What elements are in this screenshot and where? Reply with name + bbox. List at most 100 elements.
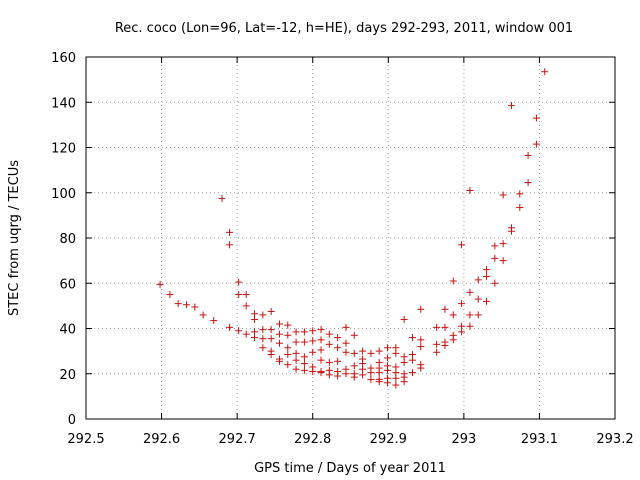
data-point (466, 186, 474, 194)
data-point (458, 241, 466, 249)
data-point (235, 278, 243, 286)
data-point (367, 375, 375, 383)
data-point (284, 361, 292, 369)
data-point (441, 341, 449, 349)
data-point (359, 347, 367, 355)
data-point (275, 330, 283, 338)
y-tick-label: 40 (59, 323, 76, 338)
data-point (433, 340, 441, 348)
data-point (350, 362, 358, 370)
data-point (433, 323, 441, 331)
data-point (226, 241, 234, 249)
data-point (417, 343, 425, 351)
x-tick-label: 292.7 (219, 432, 256, 447)
data-point (251, 315, 259, 323)
data-point (259, 335, 267, 343)
data-point (458, 328, 466, 336)
data-point (317, 336, 325, 344)
data-point (284, 321, 292, 329)
data-point (226, 323, 234, 331)
data-point (507, 227, 515, 235)
x-tick-label: 292.9 (370, 432, 407, 447)
x-tick-label: 293.1 (521, 432, 558, 447)
data-point (251, 334, 259, 342)
data-point (433, 348, 441, 356)
data-point (400, 378, 408, 386)
data-point (417, 336, 425, 344)
x-tick-label: 293 (451, 432, 476, 447)
data-point (466, 322, 474, 330)
data-point (342, 370, 350, 378)
data-point (174, 300, 182, 308)
data-point (275, 339, 283, 347)
data-point (499, 240, 507, 248)
data-point (408, 356, 416, 364)
x-axis-label: GPS time / Days of year 2011 (254, 461, 446, 476)
data-point (334, 357, 342, 365)
data-point (292, 356, 300, 364)
x-tick-labels: 292.5 292.6 292.7 292.8 292.9 293 293.1 293.2 (67, 432, 633, 447)
data-point (417, 305, 425, 313)
data-point (507, 102, 515, 110)
data-points (156, 68, 549, 389)
data-point (483, 297, 491, 305)
data-point (499, 191, 507, 199)
data-point (242, 302, 250, 310)
data-point (267, 351, 275, 359)
data-point (267, 335, 275, 343)
data-point (309, 367, 317, 375)
data-point (417, 364, 425, 372)
data-point (183, 301, 191, 309)
x-tick-label: 292.8 (294, 432, 331, 447)
data-point (325, 340, 333, 348)
data-point (334, 344, 342, 352)
y-tick-label: 140 (51, 96, 76, 111)
data-point (226, 228, 234, 236)
y-tick-label: 0 (68, 413, 76, 428)
data-point (350, 331, 358, 339)
data-point (259, 326, 267, 334)
data-point (350, 373, 358, 381)
data-point (491, 254, 499, 262)
data-point (441, 305, 449, 313)
data-point (292, 365, 300, 373)
data-point (275, 357, 283, 365)
data-point (516, 190, 524, 198)
data-point (384, 354, 392, 362)
data-point (408, 369, 416, 377)
data-point (342, 339, 350, 347)
data-point (317, 356, 325, 364)
data-point (235, 327, 243, 335)
data-point (474, 311, 482, 319)
data-point (300, 360, 308, 368)
data-point (532, 114, 540, 122)
plot-frame (85, 56, 616, 420)
data-point (524, 151, 532, 159)
data-point (466, 288, 474, 296)
data-point (449, 311, 457, 319)
data-point (259, 311, 267, 319)
data-point (317, 369, 325, 377)
data-point (367, 349, 375, 357)
y-tick-label: 80 (59, 232, 76, 247)
data-point (300, 353, 308, 361)
data-point (275, 320, 283, 328)
data-point (284, 351, 292, 359)
data-point (449, 336, 457, 344)
data-point (384, 344, 392, 352)
data-point (309, 337, 317, 345)
data-point (284, 344, 292, 352)
data-point (325, 358, 333, 366)
data-point (259, 344, 267, 352)
y-tick-labels: 0 20 40 60 80 100 120 140 160 (51, 51, 76, 428)
data-point (384, 379, 392, 387)
data-point (191, 303, 199, 311)
data-point (300, 366, 308, 374)
data-point (292, 349, 300, 357)
y-tick-label: 60 (59, 277, 76, 292)
data-point (392, 374, 400, 382)
data-point (375, 369, 383, 377)
x-tick-label: 292.5 (67, 432, 104, 447)
data-point (458, 300, 466, 308)
